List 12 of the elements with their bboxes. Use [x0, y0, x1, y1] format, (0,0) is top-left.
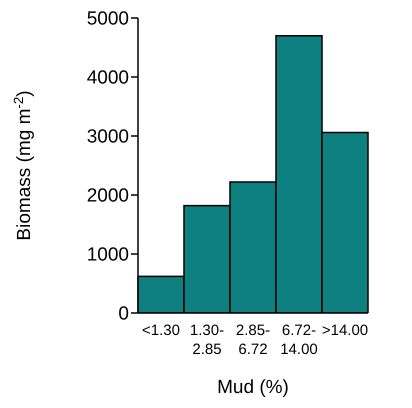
x-tick-label: 2.85-6.72 — [236, 322, 270, 358]
y-tick-label: 2000 — [86, 186, 129, 207]
x-tick-label: 1.30-2.85 — [190, 322, 224, 358]
y-tick-label: 5000 — [86, 8, 129, 30]
x-tick-label: 6.72-14.00 — [280, 322, 318, 358]
x-tick-label: >14.00 — [322, 322, 368, 339]
y-tick-label: 4000 — [86, 68, 129, 89]
y-tick-label: 1000 — [86, 244, 129, 266]
x-axis-title: Mud (%) — [217, 377, 289, 398]
x-tick-label: <1.30 — [142, 322, 180, 339]
y-tick-label: 0 — [118, 304, 129, 325]
y-tick-label: 3000 — [86, 126, 129, 148]
